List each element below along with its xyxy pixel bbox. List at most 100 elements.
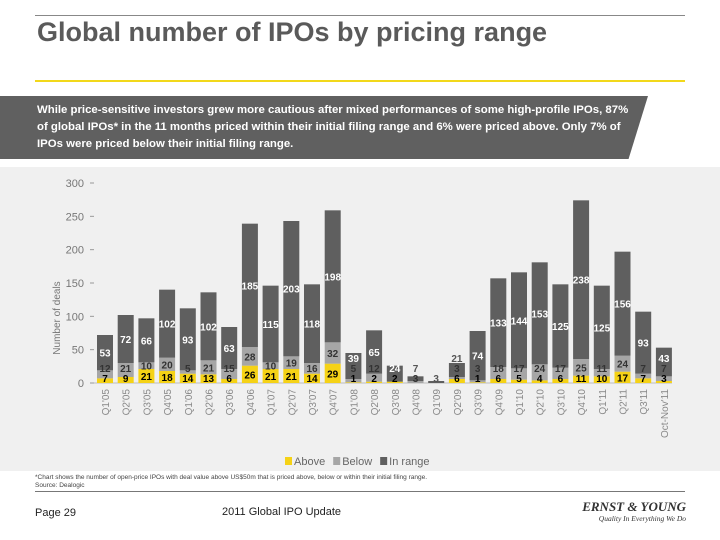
data-label: 16 <box>306 364 318 375</box>
legend-label: Below <box>342 456 372 468</box>
data-label: 7 <box>102 374 108 385</box>
bar-in-range <box>573 200 590 359</box>
page-title: Global number of IPOs by pricing range <box>37 17 548 47</box>
bar-below <box>490 367 507 379</box>
x-tick-label: Q3'11 <box>639 389 650 415</box>
x-tick-label: Q2'08 <box>370 389 381 416</box>
bar-below <box>345 379 362 383</box>
x-tick-label: Q1'09 <box>432 389 443 416</box>
bar-in-range <box>262 285 279 363</box>
data-label: 63 <box>224 344 236 355</box>
title-underline <box>35 80 685 82</box>
bar-below <box>614 355 631 372</box>
page-number: Page 29 <box>35 507 76 519</box>
x-tick-label: Q2'09 <box>453 389 464 416</box>
bar-above <box>573 375 590 383</box>
bar-above <box>283 369 300 383</box>
data-label: 12 <box>99 364 111 375</box>
data-label: 1 <box>475 374 481 385</box>
data-label: 10 <box>265 362 277 373</box>
legend-swatch <box>333 457 341 465</box>
x-tick-label: Q4'06 <box>246 389 257 416</box>
bar-above <box>221 379 238 383</box>
data-label: 7 <box>413 364 419 375</box>
logo-tagline: Quality In Everything We Do <box>598 514 686 523</box>
bar-in-range <box>593 285 610 369</box>
data-label: 2 <box>371 374 377 385</box>
data-label: 24 <box>617 360 629 371</box>
bar-in-range <box>490 278 507 367</box>
y-tick-label: 150 <box>66 278 84 290</box>
data-label: 3 <box>413 374 419 385</box>
bar-in-range <box>345 353 362 379</box>
bar-above <box>635 378 652 383</box>
data-label: 5 <box>516 374 522 385</box>
bar-below <box>593 369 610 377</box>
bar-below <box>469 380 486 383</box>
data-label: 3 <box>454 364 460 375</box>
bar-above <box>117 377 134 383</box>
x-tick-label: Q2'07 <box>287 389 298 416</box>
data-label: 17 <box>513 364 525 375</box>
data-label: 72 <box>120 335 132 346</box>
bar-below <box>138 362 155 369</box>
x-tick-label: Q2'05 <box>122 389 133 416</box>
data-label: 7 <box>640 364 646 375</box>
data-label: 6 <box>496 374 502 385</box>
data-label: 15 <box>224 364 236 375</box>
data-label: 5 <box>351 364 357 375</box>
data-label: 6 <box>226 374 232 385</box>
data-label: 29 <box>327 369 339 380</box>
data-label: 18 <box>162 373 174 384</box>
bar-above <box>241 365 258 383</box>
data-label: 3 <box>661 374 667 385</box>
bar-in-range <box>635 311 652 374</box>
x-tick-label: Q3'09 <box>474 389 485 416</box>
x-tick-label: Q1'07 <box>267 389 278 416</box>
data-label: 6 <box>454 374 460 385</box>
bar-above <box>159 371 176 383</box>
data-label: 14 <box>306 374 318 385</box>
legend-label: In range <box>389 456 429 468</box>
bar-above <box>469 382 486 383</box>
bar-above <box>531 380 548 383</box>
data-label: 125 <box>552 322 569 333</box>
bar-below <box>241 347 258 366</box>
bar-in-range <box>655 347 672 377</box>
banner-text: While price-sensitive investors grew mor… <box>37 104 629 150</box>
data-label: 156 <box>614 300 631 311</box>
data-label: 43 <box>658 354 670 365</box>
data-label: 93 <box>182 335 194 346</box>
document-title: 2011 Global IPO Update <box>222 506 342 518</box>
data-label: 11 <box>597 364 608 375</box>
bar-in-range <box>159 289 176 358</box>
bar-above <box>179 373 196 383</box>
data-label: 39 <box>348 354 360 365</box>
data-label: 11 <box>576 374 587 385</box>
y-tick-label: 250 <box>66 211 84 223</box>
bar-above <box>366 381 383 383</box>
x-tick-label: Q1'11 <box>598 389 609 415</box>
bar-above <box>97 378 113 383</box>
data-label: 5 <box>185 364 191 375</box>
ey-logo: ERNST & YOUNG Quality In Everything We D… <box>566 499 686 524</box>
bar-below <box>635 373 652 379</box>
data-label: 10 <box>141 362 153 373</box>
data-label: 7 <box>640 374 646 385</box>
x-tick-label: Oct-Nov'11 <box>660 389 671 438</box>
bar-below <box>511 368 527 380</box>
bar-in-range <box>469 331 486 381</box>
bar-below <box>117 363 134 377</box>
bar-in-range <box>386 365 403 382</box>
bar-in-range <box>531 262 548 365</box>
bar-in-range <box>304 284 320 363</box>
x-tick-label: Q3'08 <box>391 389 402 416</box>
bar-in-range <box>283 221 300 357</box>
data-label: 13 <box>203 374 215 385</box>
data-label: 102 <box>200 322 217 333</box>
x-tick-label: Q3'07 <box>308 389 319 416</box>
legend-label: Above <box>294 456 325 468</box>
x-tick-label: Q1'08 <box>349 389 360 416</box>
bar-below <box>448 377 465 379</box>
